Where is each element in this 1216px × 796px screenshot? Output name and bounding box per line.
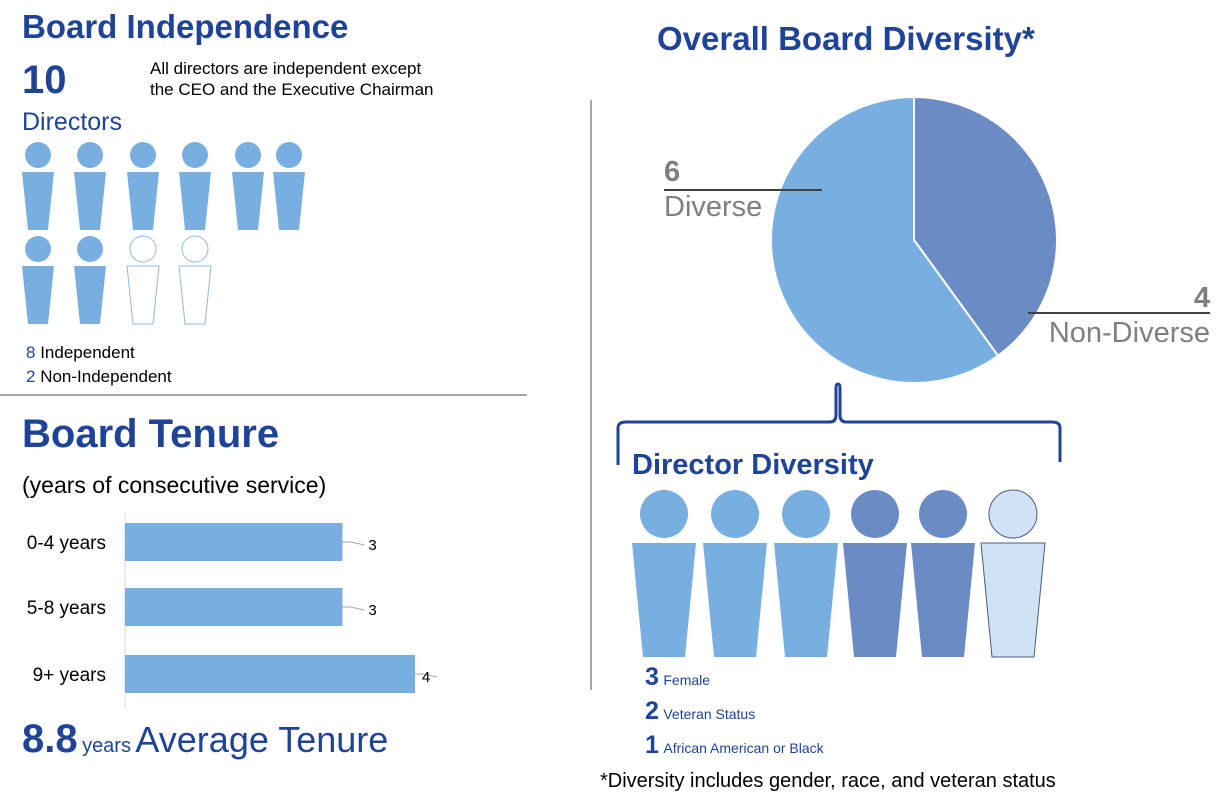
diverse-label: Diverse xyxy=(664,191,763,223)
tenure-title: Board Tenure xyxy=(22,412,280,456)
legend-non-independent-count: 2 xyxy=(26,367,36,386)
diversity-title: Overall Board Diversity* xyxy=(657,20,1035,57)
bracket-path xyxy=(616,382,1062,465)
non-diverse-callout: 4 Non-Diverse xyxy=(1030,282,1210,350)
person-female-icon xyxy=(703,490,767,657)
person-female-icon xyxy=(632,490,696,657)
person-independent-icon xyxy=(74,142,106,230)
person-african-american-icon xyxy=(980,489,1046,658)
tenure-subtitle: (years of consecutive service) xyxy=(22,472,327,498)
person-independent-icon xyxy=(22,236,54,324)
pie-slice-non-diverse xyxy=(913,95,1058,358)
tenure-value-label: 4 xyxy=(422,669,430,686)
tenure-bar xyxy=(125,588,343,626)
person-non-independent-icon xyxy=(178,235,212,325)
section-divider-horizontal xyxy=(0,394,527,396)
director-diversity-bracket xyxy=(616,382,1062,465)
legend-female-label: Female xyxy=(663,672,711,688)
legend-veteran: 2 Veteran Status xyxy=(645,696,824,730)
legend-independent: 8 Independent xyxy=(26,341,172,365)
independence-legend: 8 Independent 2 Non-Independent xyxy=(26,341,172,389)
tenure-leader-line xyxy=(415,673,438,678)
legend-african-american: 1 African American or Black xyxy=(645,730,824,764)
non-diverse-label: Non-Diverse xyxy=(1048,317,1210,349)
tenure-bar xyxy=(125,655,415,693)
independence-title: Board Independence xyxy=(22,8,349,45)
tenure-value-label: 3 xyxy=(368,602,376,619)
legend-independent-label: Independent xyxy=(40,343,135,362)
independence-note: All directors are independent except the… xyxy=(150,58,433,100)
diversity-footnote: *Diversity includes gender, race, and ve… xyxy=(600,770,1056,792)
tenure-category-label: 0-4 years xyxy=(27,533,106,554)
legend-independent-count: 8 xyxy=(26,343,36,362)
director-count-label: Directors xyxy=(22,108,123,136)
director-count: 10 xyxy=(22,58,67,102)
legend-african-american-label: African American or Black xyxy=(663,740,824,756)
person-veteran-icon xyxy=(911,490,975,657)
independence-note-line1: All directors are independent except xyxy=(150,59,422,78)
diverse-callout: 6 Diverse xyxy=(664,156,762,224)
person-independent-icon xyxy=(22,142,54,230)
person-independent-icon xyxy=(232,142,264,230)
tenure-leader-line xyxy=(342,541,365,546)
diversity-pie-chart xyxy=(664,95,1210,384)
legend-african-american-count: 1 xyxy=(645,731,659,759)
person-independent-icon xyxy=(273,142,305,230)
legend-non-independent-label: Non-Independent xyxy=(40,367,172,386)
legend-veteran-label: Veteran Status xyxy=(663,706,756,722)
tenure-category-label: 5-8 years xyxy=(27,598,106,619)
tenure-value-label: 3 xyxy=(368,537,376,554)
tenure-leader-line xyxy=(342,606,365,611)
director-diversity-figures xyxy=(632,489,1046,658)
average-tenure: 8.8 years Average Tenure xyxy=(22,717,388,762)
non-diverse-count: 4 xyxy=(1193,282,1210,314)
legend-female: 3 Female xyxy=(645,662,824,696)
director-diversity-legend: 3 Female 2 Veteran Status 1 African Amer… xyxy=(645,662,824,764)
tenure-bar xyxy=(125,523,343,561)
person-independent-icon xyxy=(127,142,159,230)
average-tenure-unit: years xyxy=(82,735,131,757)
average-tenure-value: 8.8 xyxy=(22,717,78,761)
tenure-bar-chart: 0-4 years 3 5-8 years 3 9+ years 4 xyxy=(27,512,438,708)
tenure-category-label: 9+ years xyxy=(33,665,106,686)
diverse-count: 6 xyxy=(664,156,681,188)
independence-figures xyxy=(22,142,305,325)
legend-female-count: 3 xyxy=(645,663,659,691)
independence-note-line2: the CEO and the Executive Chairman xyxy=(150,80,434,99)
person-independent-icon xyxy=(179,142,211,230)
average-tenure-label: Average Tenure xyxy=(135,719,389,760)
person-female-icon xyxy=(774,490,838,657)
legend-non-independent: 2 Non-Independent xyxy=(26,365,172,389)
pie-slice-diverse xyxy=(770,95,1000,384)
person-veteran-icon xyxy=(843,490,907,657)
person-non-independent-icon xyxy=(126,235,160,325)
section-divider-vertical xyxy=(590,100,592,690)
person-independent-icon xyxy=(74,236,106,324)
legend-veteran-count: 2 xyxy=(645,697,659,725)
director-diversity-title: Director Diversity xyxy=(632,449,874,481)
